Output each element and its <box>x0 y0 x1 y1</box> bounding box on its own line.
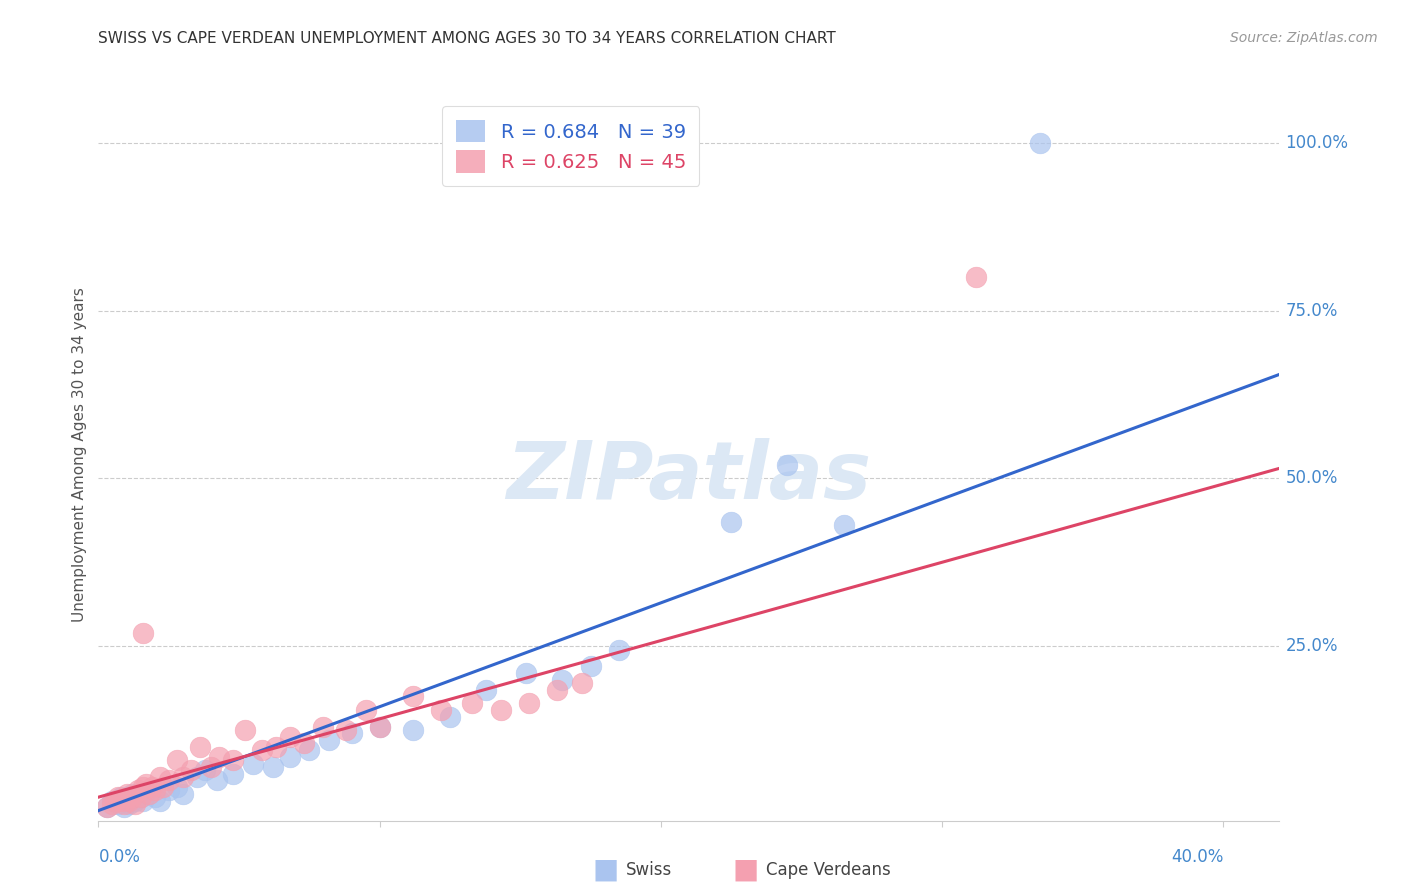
Point <box>402 723 425 737</box>
Point <box>112 800 135 814</box>
Text: Cape Verdeans: Cape Verdeans <box>766 861 891 879</box>
Point <box>340 726 363 740</box>
Point <box>720 515 742 529</box>
Point <box>152 780 174 794</box>
Point <box>194 764 217 778</box>
Point <box>101 797 124 811</box>
Point <box>546 682 568 697</box>
Point <box>132 793 155 807</box>
Text: SWISS VS CAPE VERDEAN UNEMPLOYMENT AMONG AGES 30 TO 34 YEARS CORRELATION CHART: SWISS VS CAPE VERDEAN UNEMPLOYMENT AMONG… <box>98 31 837 46</box>
Text: 25.0%: 25.0% <box>1285 637 1339 655</box>
Point <box>107 790 129 805</box>
Point <box>475 682 498 697</box>
Point <box>278 730 301 744</box>
Point <box>104 793 127 807</box>
Point <box>96 800 118 814</box>
Y-axis label: Unemployment Among Ages 30 to 34 years: Unemployment Among Ages 30 to 34 years <box>72 287 87 623</box>
Point <box>186 770 208 784</box>
Point <box>264 739 287 754</box>
Point <box>776 458 799 472</box>
Point <box>132 625 155 640</box>
Point <box>579 659 602 673</box>
Point <box>292 736 315 750</box>
Point <box>368 720 391 734</box>
Point <box>101 793 124 807</box>
Point <box>112 797 135 811</box>
Point <box>222 766 245 780</box>
Point <box>571 676 593 690</box>
Point <box>138 787 160 801</box>
Text: ■: ■ <box>733 855 759 884</box>
Text: 50.0%: 50.0% <box>1285 469 1337 487</box>
Point <box>242 756 264 771</box>
Point <box>172 787 194 801</box>
Point <box>132 780 155 794</box>
Point <box>298 743 321 757</box>
Point <box>461 696 484 710</box>
Point <box>149 793 172 807</box>
Point <box>121 790 143 805</box>
Point <box>200 760 222 774</box>
Text: 100.0%: 100.0% <box>1285 134 1348 152</box>
Point <box>118 793 141 807</box>
Text: ■: ■ <box>592 855 619 884</box>
Point <box>965 270 987 285</box>
Point <box>517 696 540 710</box>
Point <box>222 753 245 767</box>
Point <box>135 777 157 791</box>
Text: 40.0%: 40.0% <box>1171 848 1223 866</box>
Point <box>143 783 166 797</box>
Point <box>278 750 301 764</box>
Point <box>318 733 340 747</box>
Text: Source: ZipAtlas.com: Source: ZipAtlas.com <box>1230 31 1378 45</box>
Point <box>143 790 166 805</box>
Point <box>205 773 228 788</box>
Point <box>138 787 160 801</box>
Point <box>110 793 132 807</box>
Legend: R = 0.684   N = 39, R = 0.625   N = 45: R = 0.684 N = 39, R = 0.625 N = 45 <box>441 106 700 186</box>
Point <box>141 780 163 794</box>
Point <box>96 800 118 814</box>
Point <box>551 673 574 687</box>
Point <box>172 770 194 784</box>
Point <box>832 518 855 533</box>
Point <box>149 770 172 784</box>
Point <box>121 787 143 801</box>
Text: ZIPatlas: ZIPatlas <box>506 438 872 516</box>
Point <box>118 797 141 811</box>
Point <box>166 780 188 794</box>
Text: 75.0%: 75.0% <box>1285 301 1337 319</box>
Point <box>129 790 152 805</box>
Point <box>157 773 180 788</box>
Text: 0.0%: 0.0% <box>98 848 141 866</box>
Point <box>233 723 256 737</box>
Text: Swiss: Swiss <box>626 861 672 879</box>
Point <box>110 790 132 805</box>
Point <box>250 743 273 757</box>
Point <box>607 642 630 657</box>
Point <box>157 783 180 797</box>
Point <box>402 690 425 704</box>
Point <box>129 790 152 805</box>
Point <box>368 720 391 734</box>
Point <box>208 750 231 764</box>
Point <box>115 793 138 807</box>
Point <box>124 793 146 807</box>
Point <box>127 783 149 797</box>
Point <box>166 753 188 767</box>
Point <box>180 764 202 778</box>
Point <box>188 739 211 754</box>
Point <box>430 703 453 717</box>
Point <box>489 703 512 717</box>
Point <box>335 723 357 737</box>
Point <box>1029 136 1052 150</box>
Point <box>515 665 537 680</box>
Point <box>439 709 461 723</box>
Point <box>262 760 284 774</box>
Point <box>107 797 129 811</box>
Point <box>124 797 146 811</box>
Point <box>354 703 377 717</box>
Point <box>115 787 138 801</box>
Point <box>312 720 335 734</box>
